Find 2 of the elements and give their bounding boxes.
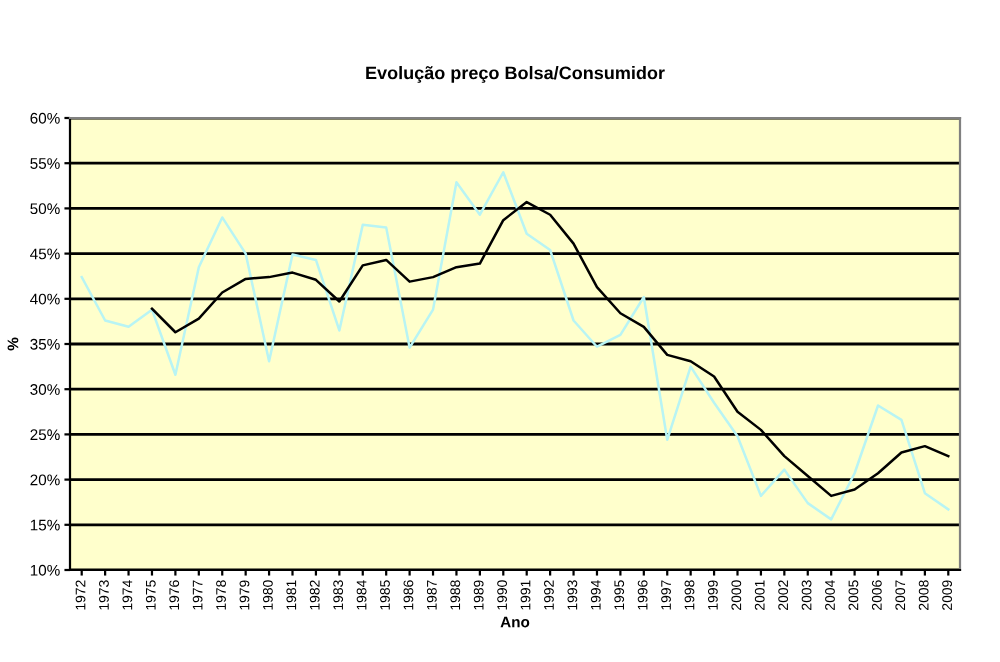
- line-series: [80, 170, 950, 521]
- chart-title: Evolução preço Bolsa/Consumidor: [366, 66, 665, 83]
